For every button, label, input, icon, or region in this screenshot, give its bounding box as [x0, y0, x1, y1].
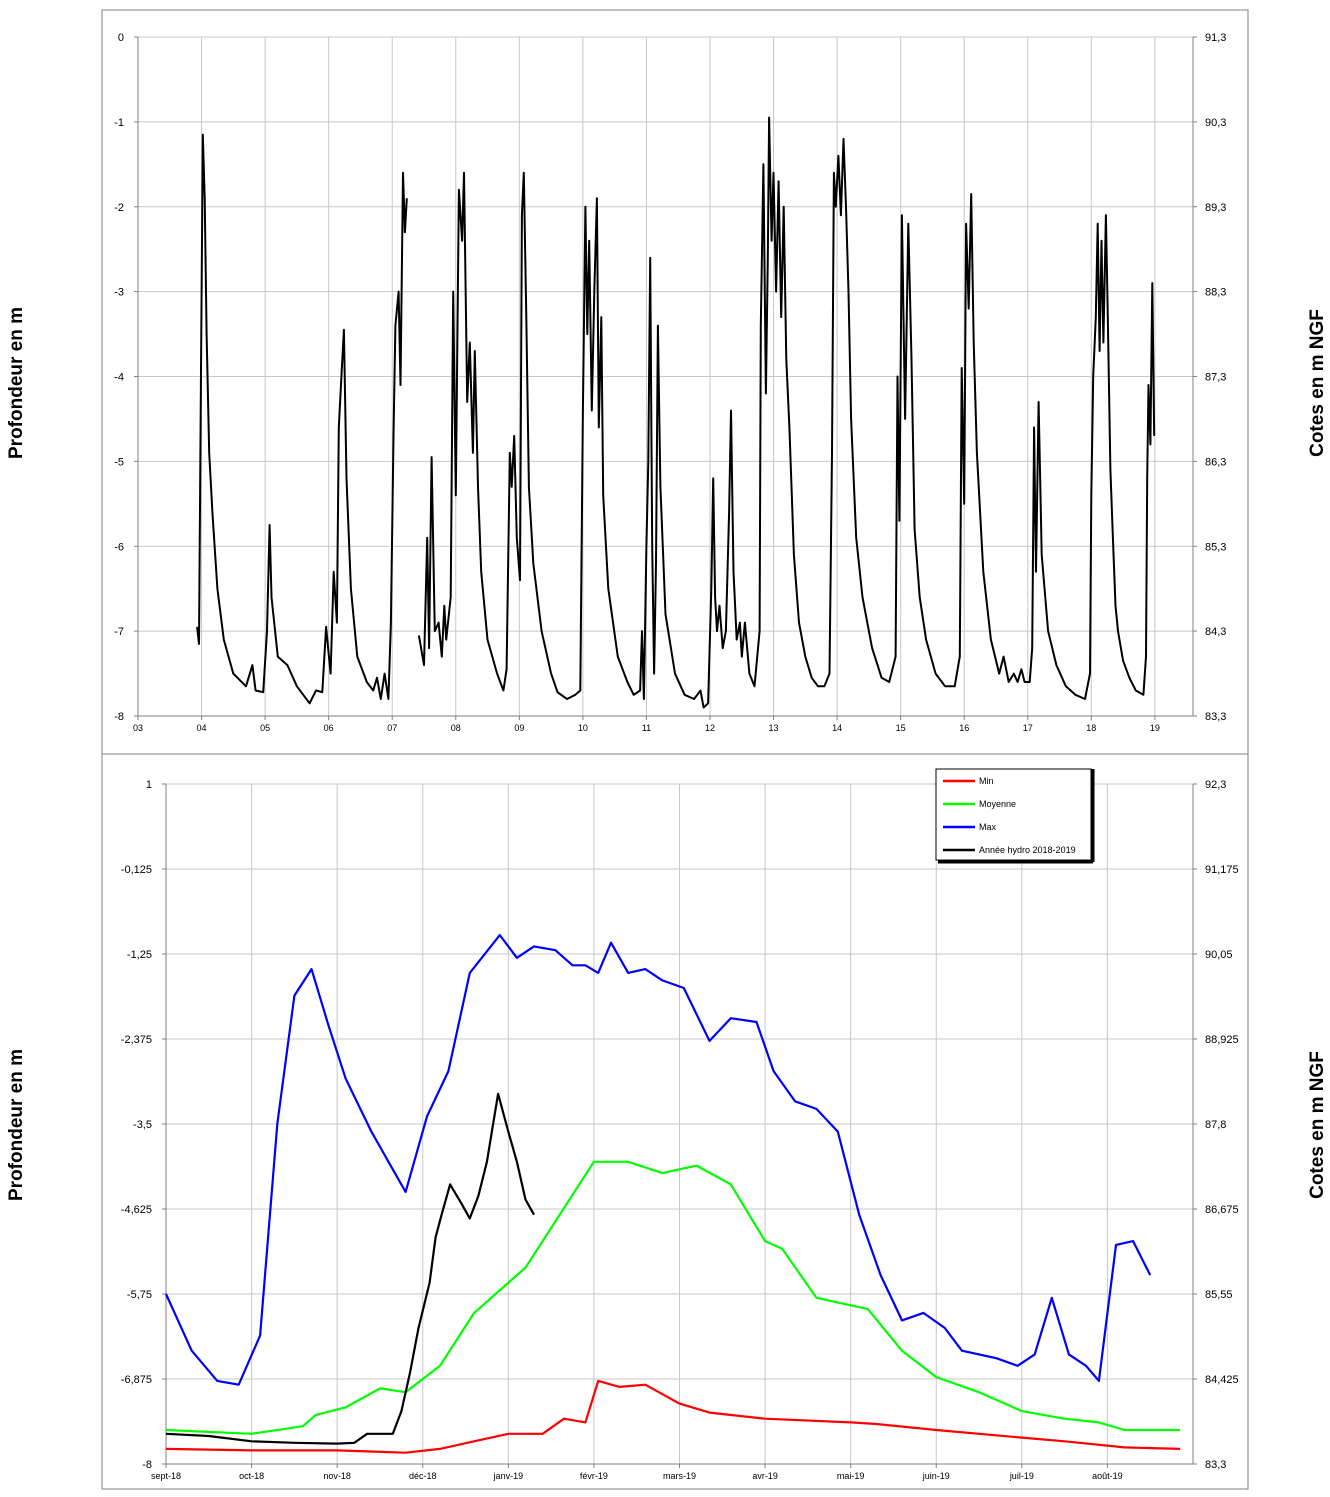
y2-tick-label: 92,3 — [1205, 779, 1226, 791]
y-tick-label: -6 — [114, 541, 124, 553]
legend-box — [935, 768, 1092, 861]
y2-tick-label: 85,3 — [1205, 541, 1226, 553]
x-tick-label: juin-19 — [922, 1471, 950, 1481]
y-tick-label: -6,875 — [121, 1374, 152, 1386]
y-tick-label: -2 — [114, 202, 124, 214]
y2-tick-label: 83,3 — [1205, 711, 1226, 723]
x-tick-label: 18 — [1086, 723, 1096, 733]
y2-tick-label: 91,175 — [1205, 864, 1239, 876]
series-line-0 — [196, 116, 1156, 709]
x-tick-label: août-19 — [1092, 1471, 1123, 1481]
x-tick-label: 17 — [1023, 723, 1033, 733]
x-tick-label: nov-18 — [323, 1471, 351, 1481]
x-tick-label: 14 — [832, 723, 842, 733]
left-axis-title: Profondeur en m — [6, 307, 27, 459]
y-tick-label: -4 — [114, 372, 124, 384]
right-axis-title: Cotes en m NGF — [1307, 1051, 1328, 1199]
x-tick-label: 16 — [959, 723, 969, 733]
y2-tick-label: 88,3 — [1205, 287, 1226, 299]
y2-tick-label: 91,3 — [1205, 32, 1226, 44]
x-tick-label: oct-18 — [239, 1471, 264, 1481]
y2-tick-label: 84,425 — [1205, 1374, 1239, 1386]
y-tick-label: -3 — [114, 287, 124, 299]
y-tick-label: -2,375 — [121, 1034, 152, 1046]
y2-tick-label: 90,05 — [1205, 949, 1233, 961]
x-tick-label: 04 — [197, 723, 207, 733]
x-tick-label: 09 — [514, 723, 524, 733]
series-line-0 — [165, 1379, 1181, 1454]
y2-tick-label: 84,3 — [1205, 626, 1226, 638]
y-tick-label: -5,75 — [127, 1289, 152, 1301]
y-tick-label: -0,125 — [121, 864, 152, 876]
legend-label: Année hydro 2018-2019 — [979, 845, 1076, 855]
y2-tick-label: 89,3 — [1205, 202, 1226, 214]
legend-label: Max — [979, 822, 997, 832]
y-tick-label: -4,625 — [121, 1204, 152, 1216]
y-tick-label: -8 — [114, 711, 124, 723]
x-tick-label: 15 — [896, 723, 906, 733]
x-tick-label: 06 — [324, 723, 334, 733]
chart-bottom-frame — [101, 753, 1249, 1490]
y-tick-label: -8 — [142, 1459, 152, 1471]
y-tick-label: 0 — [118, 32, 124, 44]
y2-tick-label: 87,3 — [1205, 372, 1226, 384]
x-tick-label: sept-18 — [151, 1471, 181, 1481]
series-line-1 — [165, 1160, 1181, 1435]
x-tick-label: 10 — [578, 723, 588, 733]
x-tick-label: 13 — [769, 723, 779, 733]
x-tick-label: 03 — [133, 723, 143, 733]
y-tick-label: -1,25 — [127, 949, 152, 961]
y-tick-label: 1 — [146, 779, 152, 791]
x-tick-label: mars-19 — [663, 1471, 696, 1481]
chart-bottom: 1 92,3 -0,125 91,175 -1,25 90,05 -2,375 88,925 -… — [6, 753, 1328, 1490]
y2-tick-label: 83,3 — [1205, 1459, 1226, 1471]
y2-tick-label: 88,925 — [1205, 1034, 1239, 1046]
legend: Min Moyenne Max Année hydro 2018-2019 — [935, 768, 1095, 864]
right-axis-title: Cotes en m NGF — [1307, 309, 1328, 457]
x-tick-label: 11 — [642, 723, 651, 733]
x-tick-label: juil-19 — [1009, 1471, 1034, 1481]
y2-tick-label: 86,675 — [1205, 1204, 1239, 1216]
x-tick-label: déc-18 — [409, 1471, 437, 1481]
y-tick-label: -1 — [114, 117, 124, 129]
x-tick-label: 19 — [1150, 723, 1160, 733]
x-tick-label: 08 — [451, 723, 461, 733]
x-tick-label: 12 — [705, 723, 715, 733]
y2-tick-label: 90,3 — [1205, 117, 1226, 129]
legend-label: Min — [979, 776, 994, 786]
x-tick-label: 05 — [260, 723, 270, 733]
legend-label: Moyenne — [979, 799, 1016, 809]
chart-top: 0 91,3 -1 90,3 -2 89,3 -3 88,3 -4 87,3 -5 86,3 -6 85,… — [6, 9, 1328, 755]
y2-tick-label: 85,55 — [1205, 1289, 1233, 1301]
x-tick-label: janv-19 — [493, 1471, 524, 1481]
x-tick-label: févr-19 — [580, 1471, 608, 1481]
left-axis-title: Profondeur en m — [6, 1049, 27, 1201]
series-line-3 — [165, 1092, 535, 1445]
y-tick-label: -7 — [114, 626, 124, 638]
series-line-2 — [164, 934, 1152, 1386]
y2-tick-label: 86,3 — [1205, 456, 1226, 468]
x-tick-label: mai-19 — [837, 1471, 865, 1481]
x-tick-label: 07 — [387, 723, 397, 733]
x-tick-label: avr-19 — [752, 1471, 778, 1481]
y-tick-label: -3,5 — [133, 1119, 152, 1131]
y-tick-label: -5 — [114, 456, 124, 468]
y2-tick-label: 87,8 — [1205, 1119, 1226, 1131]
